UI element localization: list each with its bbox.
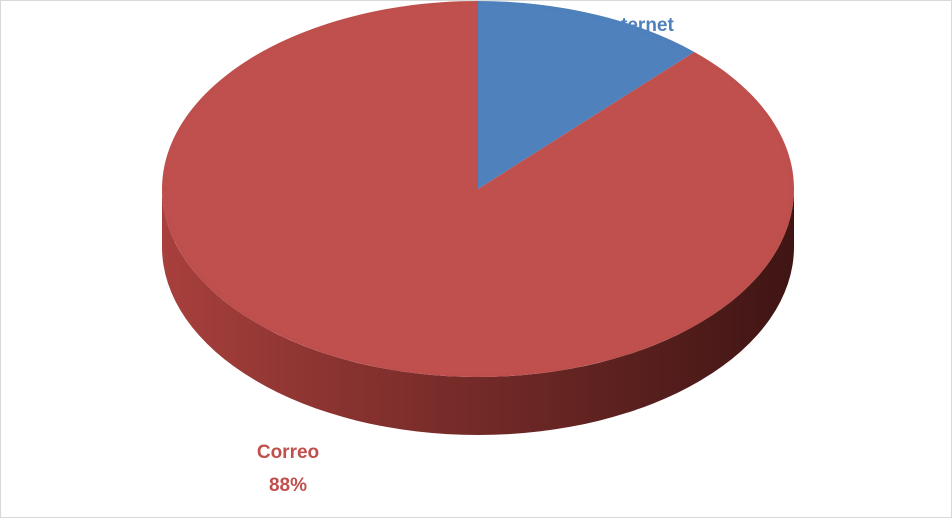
label-correo-value: 88% bbox=[269, 475, 307, 496]
pie-top-shading bbox=[162, 1, 794, 377]
label-internet-name: Internet bbox=[604, 15, 674, 36]
label-correo-name: Correo bbox=[257, 442, 319, 463]
pie-side-wall bbox=[162, 189, 794, 435]
label-internet-value: 12% bbox=[620, 51, 658, 72]
